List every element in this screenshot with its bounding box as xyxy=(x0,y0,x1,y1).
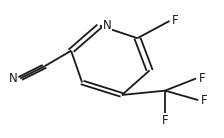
Text: F: F xyxy=(172,14,179,27)
Text: F: F xyxy=(199,72,205,85)
Text: N: N xyxy=(9,72,17,85)
Text: F: F xyxy=(201,94,208,107)
Text: N: N xyxy=(103,19,111,32)
Text: F: F xyxy=(162,114,168,127)
